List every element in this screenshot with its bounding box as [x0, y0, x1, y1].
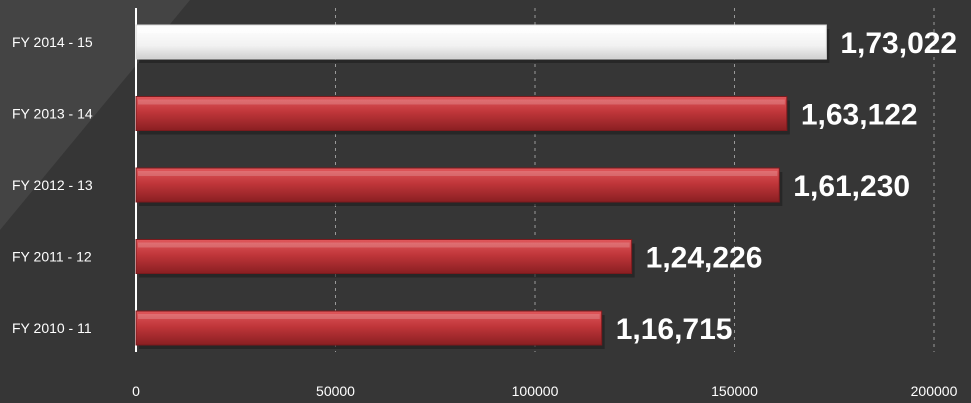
- x-tick-label: 0: [132, 383, 140, 399]
- bar-gloss: [138, 242, 630, 248]
- bar-gloss: [138, 99, 785, 105]
- labels: 0 50000 100000 150000 200000 FY 2014 - 15 1,73…: [12, 27, 958, 399]
- bar-gloss: [138, 171, 778, 176]
- bar: [135, 167, 780, 203]
- value-label: 1,73,022: [840, 27, 957, 60]
- category-label: FY 2010 - 11: [12, 320, 92, 336]
- category-label: FY 2014 - 15: [12, 34, 93, 50]
- bar: [135, 239, 633, 274]
- category-label: FY 2012 - 13: [12, 177, 93, 193]
- value-label: 1,61,230: [793, 170, 910, 203]
- bar: [135, 310, 603, 346]
- bars: [135, 24, 830, 349]
- bar: [135, 96, 788, 131]
- x-tick-label: 200000: [911, 383, 958, 399]
- value-label: 1,16,715: [616, 313, 733, 346]
- x-tick-label: 50000: [316, 383, 355, 399]
- bar-gloss: [138, 314, 600, 319]
- category-label: FY 2013 - 14: [12, 106, 93, 122]
- value-label: 1,24,226: [646, 242, 763, 275]
- x-tick-label: 150000: [711, 383, 758, 399]
- x-tick-label: 100000: [512, 383, 559, 399]
- value-label: 1,63,122: [801, 99, 918, 132]
- category-label: FY 2011 - 12: [12, 249, 92, 265]
- bar-gloss: [138, 28, 825, 33]
